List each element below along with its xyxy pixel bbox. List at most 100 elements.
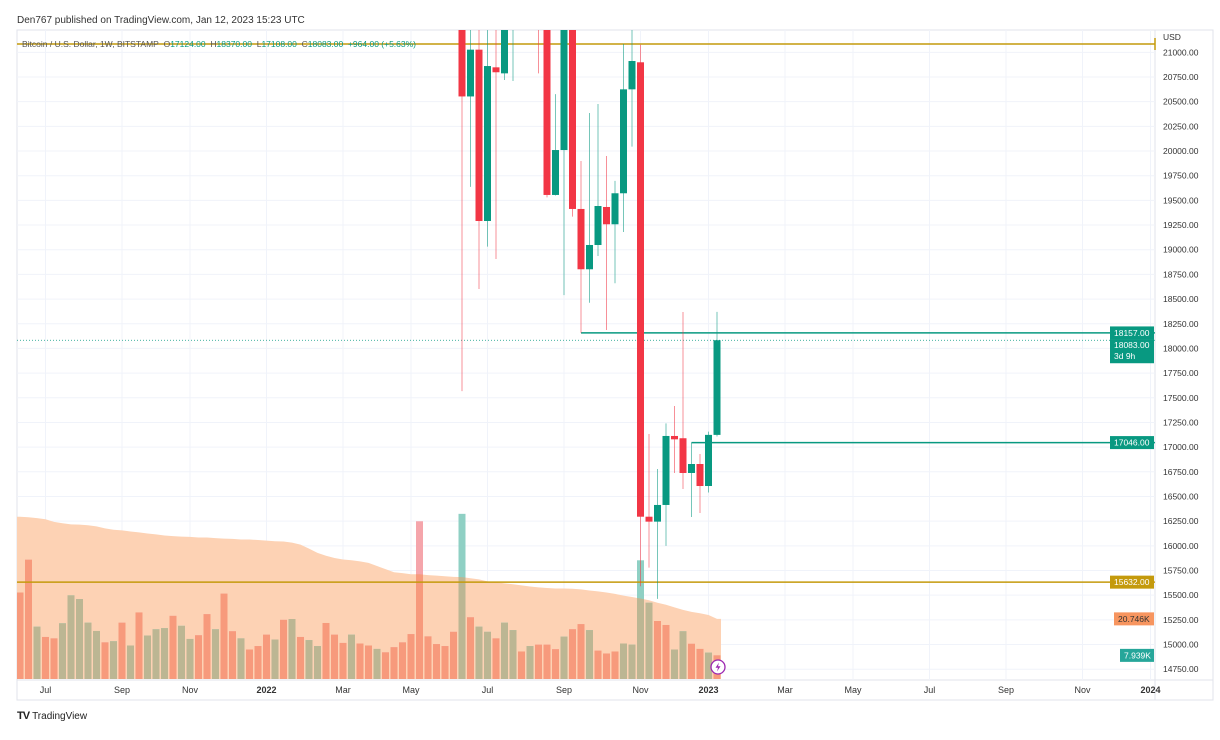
- symbol-name: Bitcoin / U.S. Dollar, 1W, BITSTAMP: [22, 39, 159, 49]
- horizontal-levels[interactable]: [17, 43, 1155, 583]
- volume-bar-under-ma: [492, 638, 500, 679]
- price-level-badge: [1110, 326, 1154, 340]
- volume-bar-under-ma: [50, 638, 58, 679]
- price-tick-label: 20000.00: [1163, 146, 1199, 156]
- volume-bar-under-ma: [628, 644, 636, 679]
- volume-bar-under-ma: [101, 642, 109, 679]
- volume-bar-under-ma: [696, 648, 704, 679]
- volume-bar-under-ma: [671, 649, 678, 679]
- price-tick-label: 19000.00: [1163, 245, 1199, 255]
- volume-bar-under-ma: [365, 645, 372, 679]
- price-tick-label: 20750.00: [1163, 72, 1199, 82]
- price-axis[interactable]: 21000.00 20750.00 20500.00 20250.00 20000.00…: [1163, 47, 1199, 674]
- time-tick-label: Sep: [114, 685, 130, 695]
- symbol-legend: Bitcoin / U.S. Dollar, 1W, BITSTAMP O171…: [22, 39, 416, 49]
- volume-bar-under-ma: [603, 653, 610, 679]
- volume-bar-under-ma: [535, 644, 542, 679]
- tradingview-logo-text[interactable]: TradingView: [32, 710, 88, 722]
- volume-bar-under-ma: [475, 626, 483, 679]
- volume-bar-under-ma: [169, 615, 177, 679]
- time-tick-label: Jul: [40, 685, 52, 695]
- volume-bar-under-ma: [110, 641, 117, 679]
- volume-bar-under-ma: [450, 631, 457, 679]
- volume-bar-under-ma: [526, 646, 534, 679]
- volume-bar-under-ma: [93, 630, 100, 679]
- candle-body: [467, 49, 474, 97]
- volume-bar-under-ma: [152, 629, 160, 679]
- price-tick-label: 15000.00: [1163, 640, 1199, 650]
- candle-body: [543, 30, 551, 195]
- time-axis[interactable]: Jul Sep Nov 2022 Mar May Jul Sep Nov 2023 Mar May Ju…: [40, 685, 1161, 695]
- volume-bars-under-ma: [17, 516, 721, 679]
- volume-bar-under-ma: [645, 602, 653, 679]
- volume-bar-under-ma: [662, 624, 670, 679]
- volume-bar-under-ma: [229, 631, 236, 679]
- volume-bar-under-ma: [67, 595, 75, 679]
- volume-bar-under-ma: [135, 612, 143, 679]
- price-level-badge-text: 17046.00: [1114, 438, 1150, 448]
- volume-bar-under-ma: [467, 617, 474, 679]
- volume-bar-under-ma: [271, 639, 279, 679]
- price-tick-label: 19250.00: [1163, 220, 1199, 230]
- volume-bar-under-ma: [17, 592, 24, 679]
- volume-bar-under-ma: [373, 648, 381, 679]
- volume-bar-under-ma: [144, 635, 151, 679]
- price-level-badge: [1110, 436, 1154, 450]
- volume-bar-under-ma: [390, 647, 398, 679]
- volume-bar-under-ma: [569, 629, 576, 679]
- volume-bar-under-ma: [518, 651, 525, 679]
- price-tick-label: 18500.00: [1163, 294, 1199, 304]
- time-tick-label: 2023: [698, 685, 718, 695]
- lightning-icon[interactable]: [710, 659, 726, 675]
- time-tick-label: 2024: [1140, 685, 1160, 695]
- volume-bar-under-ma: [314, 646, 321, 679]
- price-level-badge-text: 15632.00: [1114, 577, 1150, 587]
- volume-ma-badge-text: 20.746K: [1118, 614, 1150, 624]
- volume-bar-under-ma: [25, 559, 32, 679]
- candle-body: [458, 30, 466, 97]
- time-tick-label: May: [402, 685, 420, 695]
- volume-bar-under-ma: [441, 646, 449, 679]
- volume-bar-under-ma: [203, 614, 211, 679]
- volume-bar-under-ma: [305, 640, 313, 679]
- price-level-badge-text: 18157.00: [1114, 328, 1150, 338]
- candle-body: [645, 516, 653, 522]
- time-tick-label: Mar: [335, 685, 351, 695]
- time-tick-label: Nov: [1074, 685, 1091, 695]
- high-value: 18370.00: [216, 39, 252, 49]
- candle-body: [696, 464, 704, 487]
- volume-bar-under-ma: [620, 643, 627, 679]
- volume-bar-under-ma: [161, 628, 168, 679]
- tradingview-logo-icon[interactable]: TV: [17, 710, 30, 722]
- close-label: C: [301, 39, 308, 49]
- volume-bar-under-ma: [399, 642, 406, 679]
- candle-body: [637, 62, 644, 517]
- candle-body: [552, 150, 559, 195]
- volume-bar-under-ma: [178, 625, 185, 679]
- price-tick-label: 20500.00: [1163, 97, 1199, 107]
- candle-body: [705, 434, 712, 487]
- price-tick-label: 16250.00: [1163, 516, 1199, 526]
- open-value: 17124.00: [170, 39, 206, 49]
- candle-body: [671, 435, 678, 440]
- time-tick-label: May: [844, 685, 862, 695]
- publisher-line: Den767 published on TradingView.com, Jan…: [17, 15, 305, 26]
- volume-bar-under-ma: [118, 622, 126, 679]
- time-tick-label: Mar: [777, 685, 793, 695]
- candle-body: [654, 504, 661, 522]
- volume-bar-under-ma: [543, 644, 551, 679]
- volume-bar-under-ma: [654, 621, 661, 679]
- price-tick-label: 20250.00: [1163, 121, 1199, 131]
- volume-ma-badge: [1114, 612, 1154, 626]
- volume-bar-under-ma: [280, 619, 287, 679]
- footer: TV TradingView: [17, 710, 87, 722]
- volume-bar-under-ma: [688, 643, 695, 679]
- volume-bar-under-ma: [237, 638, 245, 679]
- candle-body: [560, 30, 568, 151]
- candle-body: [501, 30, 508, 74]
- volume-bar-under-ma: [59, 623, 66, 679]
- chart-frame: [16, 29, 1214, 701]
- price-tick-label: 17750.00: [1163, 368, 1199, 378]
- volume-bar-under-ma: [586, 630, 593, 679]
